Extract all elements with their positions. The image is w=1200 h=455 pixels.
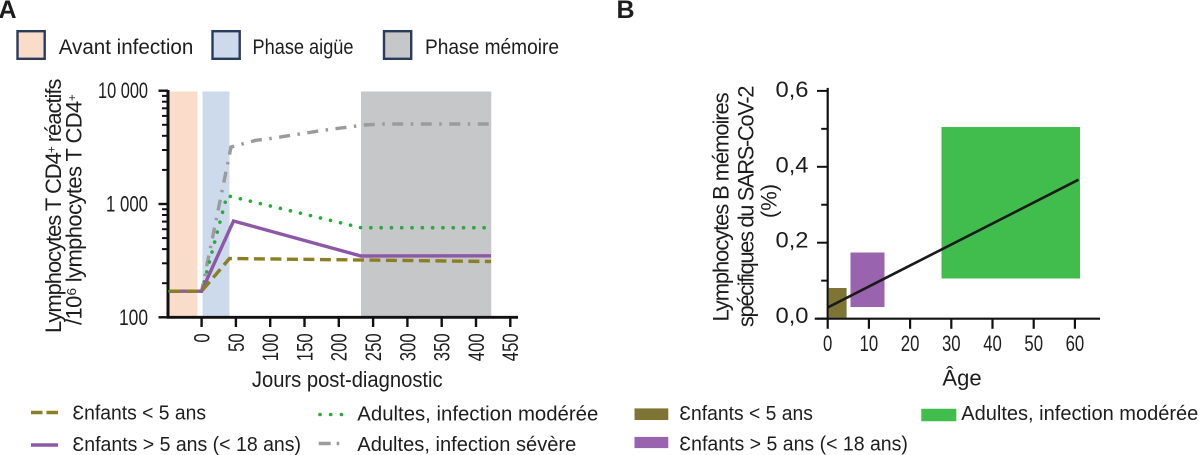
svg-text:Lymphocytes T CD4+ réactifs: Lymphocytes T CD4+ réactifs <box>41 79 66 333</box>
svg-text:Ɛnfants > 5 ans (< 18 ans): Ɛnfants > 5 ans (< 18 ans) <box>73 434 302 455</box>
svg-text:20: 20 <box>901 331 920 356</box>
svg-text:60: 60 <box>1066 331 1085 356</box>
svg-text:250: 250 <box>361 333 386 361</box>
svg-text:0: 0 <box>190 333 215 342</box>
svg-text:300: 300 <box>395 333 420 361</box>
svg-text:spécifiques du SARS-CoV-2: spécifiques du SARS-CoV-2 <box>734 86 759 327</box>
svg-text:10 000: 10 000 <box>98 78 148 103</box>
svg-text:450: 450 <box>498 333 523 361</box>
svg-text:Phase mémoire: Phase mémoire <box>425 36 559 59</box>
svg-text:0,2: 0,2 <box>776 228 809 253</box>
svg-text:350: 350 <box>430 333 455 361</box>
svg-text:Adultes, infection sévère: Adultes, infection sévère <box>357 434 576 455</box>
svg-text:0: 0 <box>823 331 832 356</box>
svg-text:50: 50 <box>224 333 249 352</box>
svg-text:50: 50 <box>1024 331 1043 356</box>
svg-text:1 000: 1 000 <box>106 192 148 217</box>
svg-text:0,4: 0,4 <box>776 152 809 177</box>
svg-text:100: 100 <box>119 305 148 330</box>
svg-text:200: 200 <box>327 333 352 361</box>
svg-text:A: A <box>0 0 17 24</box>
svg-text:Adultes, infection modérée: Adultes, infection modérée <box>961 403 1198 425</box>
svg-text:400: 400 <box>464 333 489 361</box>
svg-text:Lymphocytes B mémoires: Lymphocytes B mémoires <box>709 92 734 321</box>
svg-text:Avant infection: Avant infection <box>59 36 194 59</box>
svg-text:0,0: 0,0 <box>776 303 809 328</box>
svg-text:Ɛnfants > 5 ans (< 18 ans): Ɛnfants > 5 ans (< 18 ans) <box>679 434 908 455</box>
svg-text:B: B <box>617 0 635 24</box>
svg-text:0,6: 0,6 <box>776 77 809 102</box>
svg-text:(%): (%) <box>757 184 782 218</box>
svg-text:10: 10 <box>860 331 879 356</box>
svg-text:150: 150 <box>292 333 317 361</box>
svg-text:30: 30 <box>942 331 961 356</box>
svg-text:Jours post-diagnostic: Jours post-diagnostic <box>252 367 443 392</box>
svg-text:Adultes, infection modérée: Adultes, infection modérée <box>357 404 598 426</box>
svg-text:Âge: Âge <box>942 366 981 391</box>
svg-text:100: 100 <box>258 333 283 361</box>
svg-text:Ɛnfants < 5 ans: Ɛnfants < 5 ans <box>73 403 207 425</box>
svg-text:/10⁶ lymphocytes T CD4+: /10⁶ lymphocytes T CD4+ <box>62 94 87 325</box>
svg-text:40: 40 <box>983 331 1002 356</box>
svg-text:Ɛnfants < 5 ans: Ɛnfants < 5 ans <box>679 403 813 425</box>
svg-text:Phase aigüe: Phase aigüe <box>253 36 354 59</box>
